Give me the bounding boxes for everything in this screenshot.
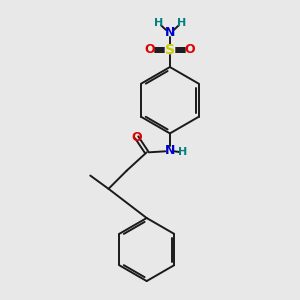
Text: H: H bbox=[154, 18, 163, 28]
Text: N: N bbox=[165, 26, 175, 39]
Text: H: H bbox=[177, 18, 186, 28]
Text: O: O bbox=[145, 43, 155, 56]
Text: S: S bbox=[165, 43, 175, 57]
Text: O: O bbox=[184, 43, 195, 56]
Text: N: N bbox=[165, 144, 175, 157]
Text: O: O bbox=[131, 131, 142, 144]
Text: H: H bbox=[178, 147, 187, 157]
